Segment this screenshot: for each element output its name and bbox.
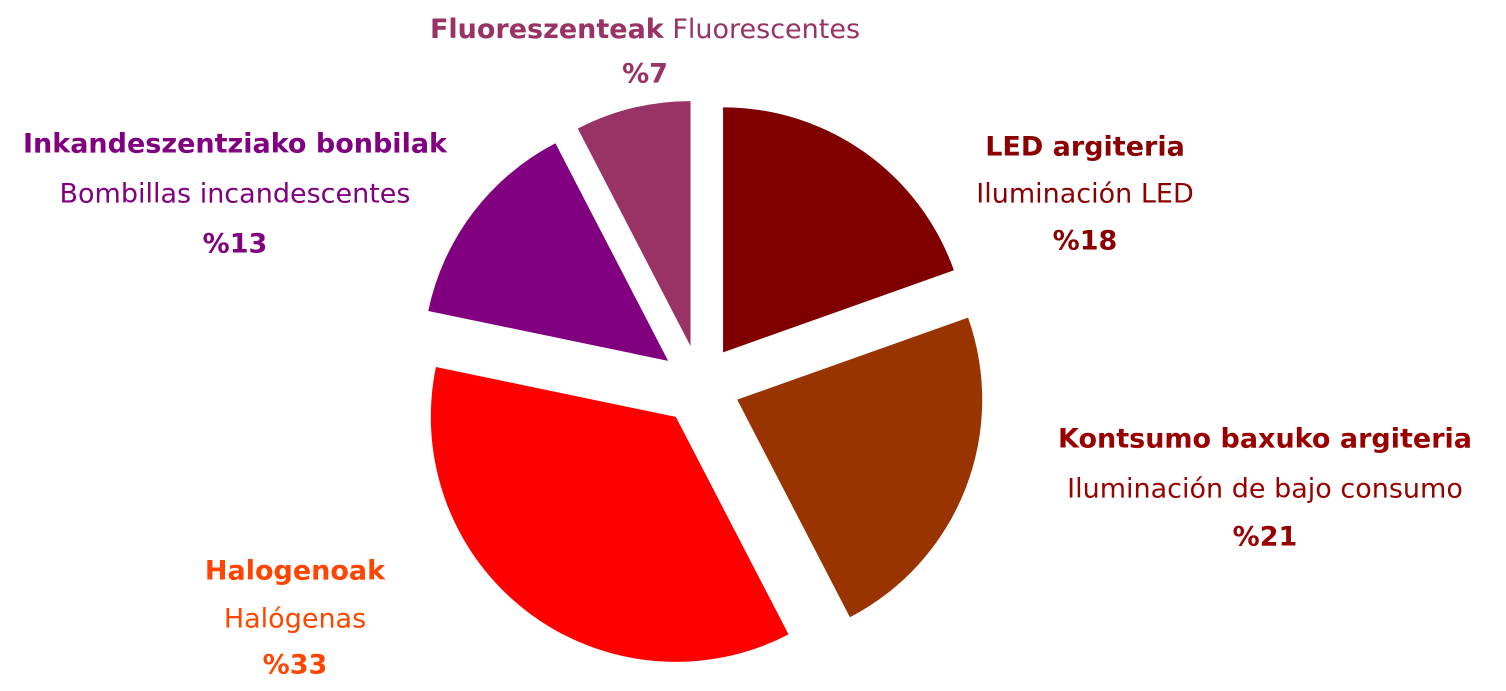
pie-slice xyxy=(723,107,954,353)
value-label: %7 xyxy=(622,59,668,90)
value-label: %33 xyxy=(263,650,328,681)
subcategory-label: Fluorescentes xyxy=(672,14,860,45)
category-label: Kontsumo baxuko argiteria xyxy=(1058,424,1472,455)
pie-slice xyxy=(577,101,691,347)
slice-label: Fluoreszenteak Fluorescentes xyxy=(430,14,860,45)
subcategory-label: Halógenas xyxy=(224,604,366,635)
subcategory-label: Iluminación LED xyxy=(976,179,1194,210)
subcategory-label: Bombillas incandescentes xyxy=(60,179,411,210)
category-label: Inkandeszentziako bonbilak xyxy=(23,129,448,160)
pie-slice xyxy=(430,367,789,662)
category-label: Halogenoak xyxy=(205,556,386,587)
value-label: %21 xyxy=(1233,522,1298,553)
pie-slice xyxy=(737,317,983,618)
category-label: LED argiteria xyxy=(985,132,1185,163)
pie-slice xyxy=(428,143,669,361)
category-label: Fluoreszenteak xyxy=(430,14,665,45)
value-label: %18 xyxy=(1053,226,1118,257)
subcategory-label: Iluminación de bajo consumo xyxy=(1067,474,1463,505)
value-label: %13 xyxy=(203,229,268,260)
